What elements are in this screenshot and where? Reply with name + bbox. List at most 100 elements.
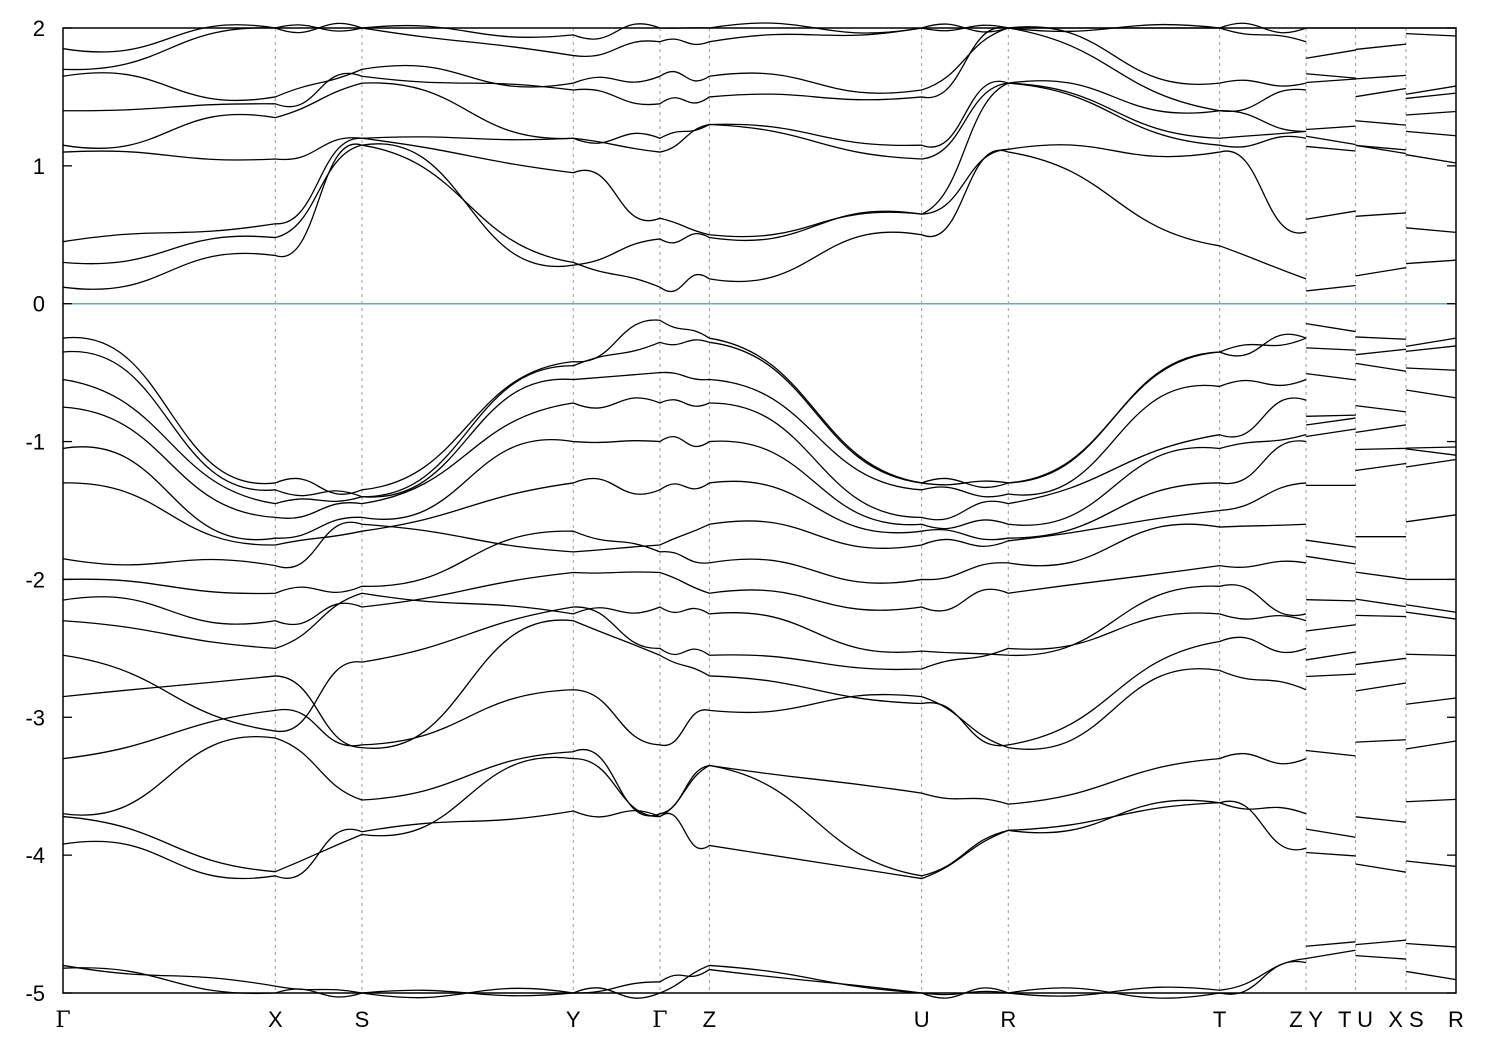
- kpoint-label: U: [914, 1007, 930, 1032]
- band-line-segment: [1405, 604, 1457, 613]
- band-line-segment: [1306, 941, 1356, 947]
- band-line-segment: [1306, 73, 1356, 79]
- kpoint-label: S: [355, 1007, 370, 1032]
- band-line: [62, 319, 1307, 495]
- band-line-segment: [1355, 362, 1407, 372]
- band-line: [62, 482, 1307, 569]
- band-line-segment: [1306, 749, 1356, 757]
- band-line-segment: [1405, 611, 1457, 620]
- band-line-segment: [1355, 571, 1407, 580]
- band-line-segment: [1306, 145, 1356, 152]
- band-line-segment: [1355, 598, 1407, 608]
- band-line-segment: [1405, 345, 1457, 353]
- band-line: [62, 22, 1307, 71]
- band-line: [62, 397, 1307, 521]
- y-tick-label: -4: [25, 843, 45, 868]
- band-line-segment: [1355, 863, 1407, 873]
- band-line-segment: [1355, 447, 1407, 451]
- kpoint-label: T U: [1338, 1007, 1373, 1032]
- band-line-segment: [1306, 851, 1356, 857]
- y-tick-label: -3: [25, 705, 45, 730]
- band-line-segment: [1405, 227, 1457, 233]
- band-line-segment: [1355, 939, 1407, 946]
- band-line-segment: [1405, 154, 1457, 164]
- band-line-segment: [1405, 130, 1457, 137]
- band-line-segment: [1405, 798, 1457, 803]
- band-line-segment: [1405, 110, 1457, 116]
- band-line-segment: [1405, 514, 1457, 523]
- band-line-segment: [1306, 555, 1356, 565]
- band-line-segment: [1355, 682, 1407, 692]
- kpoint-label: Z: [703, 1007, 716, 1032]
- kpoint-label: X S: [1388, 1007, 1423, 1032]
- band-line: [62, 523, 1307, 595]
- band-line-segment: [1355, 404, 1407, 413]
- band-line-segment: [1306, 210, 1356, 220]
- kpoint-label: Y: [566, 1007, 581, 1032]
- band-line-segment: [1306, 78, 1356, 84]
- band-line-segment: [1306, 828, 1356, 838]
- band-line: [62, 82, 1307, 243]
- y-tick-label: -2: [25, 567, 45, 592]
- band-line-segment: [1405, 740, 1457, 750]
- band-line-segment: [1306, 322, 1356, 333]
- kpoint-label: T: [1213, 1007, 1226, 1032]
- band-line: [62, 668, 1307, 760]
- band-line-segment: [1405, 942, 1457, 948]
- band-line-segment: [1355, 43, 1407, 51]
- band-line: [62, 584, 1307, 656]
- band-line: [62, 960, 1307, 999]
- y-tick-label: -5: [25, 981, 45, 1006]
- band-line: [62, 619, 1307, 749]
- band-line-segment: [1355, 348, 1407, 356]
- band-line-segment: [1306, 949, 1356, 960]
- y-ticks: 2 1 0 -1 -2 -3 -4 -5: [25, 16, 1456, 1006]
- band-line-segment: [1355, 87, 1407, 98]
- band-line-segment: [1405, 970, 1457, 981]
- band-line: [62, 957, 1307, 999]
- band-line-segment: [1355, 336, 1407, 340]
- band-line: [62, 26, 1307, 102]
- band-line-segment: [1306, 135, 1356, 146]
- kpoint-label: R: [1448, 1007, 1464, 1032]
- band-line-segment: [1405, 337, 1457, 347]
- band-line: [62, 440, 1307, 546]
- y-tick-label: 1: [33, 154, 45, 179]
- band-line: [62, 606, 1307, 732]
- band-line-segment: [1405, 697, 1457, 705]
- band-line: [62, 82, 1307, 161]
- kpoint-label: Z Y: [1289, 1007, 1323, 1032]
- band-line-segment: [1355, 267, 1407, 277]
- band-line: [62, 756, 1307, 877]
- band-line-segment: [1306, 417, 1356, 426]
- band-line-segment: [1306, 284, 1356, 292]
- band-line: [62, 560, 1307, 626]
- band-line-segment: [1306, 49, 1356, 59]
- bands: [62, 22, 1457, 999]
- band-line: [62, 143, 1307, 268]
- band-line-segment: [1306, 428, 1356, 438]
- band-line-segment: [1355, 144, 1407, 155]
- band-line-segment: [1306, 347, 1356, 351]
- kpoint-label: Γ: [55, 1008, 70, 1033]
- band-line-segment: [1306, 651, 1356, 661]
- band-line-segment: [1355, 424, 1407, 433]
- band-line: [62, 80, 1307, 149]
- band-line-segment: [1355, 212, 1407, 217]
- band-line-segment: [1405, 259, 1457, 265]
- band-line-segment: [1306, 673, 1356, 678]
- band-line: [62, 799, 1307, 880]
- y-tick-label: 2: [33, 16, 45, 41]
- band-line-segment: [1405, 446, 1457, 449]
- band-line-segment: [1405, 85, 1457, 95]
- band-line: [62, 371, 1307, 505]
- band-line-segment: [1306, 414, 1356, 417]
- band-line-segment: [1355, 74, 1407, 80]
- band-line-segment: [1306, 372, 1356, 381]
- band-line-segment: [1306, 125, 1356, 131]
- kpoint-label: R: [1000, 1007, 1016, 1032]
- band-line-segment: [1405, 32, 1457, 37]
- band-line-segment: [1355, 614, 1407, 618]
- band-line-segment: [1355, 120, 1407, 126]
